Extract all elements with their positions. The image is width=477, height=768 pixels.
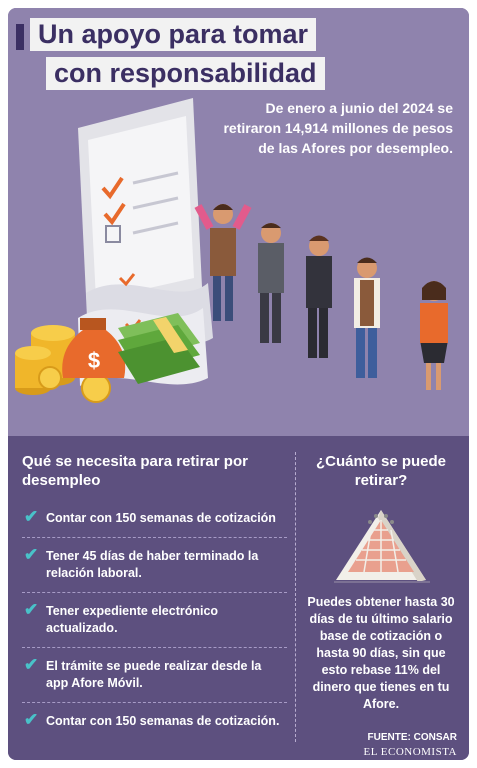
amount-text: Puedes obtener hasta 30 días de tu últim… (307, 595, 455, 711)
source-credit: FUENTE: CONSAR (367, 732, 457, 743)
requirements-title: Qué se necesita para retirar por desempl… (22, 453, 248, 489)
check-icon: ✔ (24, 655, 39, 674)
requirements-section: Qué se necesita para retirar por desempl… (22, 452, 287, 740)
requirement-item: ✔ Contar con 150 semanas de cotización (22, 500, 287, 538)
top-section: Un apoyo para tomar con responsabilidad … (8, 8, 469, 436)
bottom-section: Qué se necesita para retirar por desempl… (8, 436, 469, 760)
requirement-text: Tener 45 días de haber terminado la rela… (46, 549, 259, 580)
requirement-item: ✔ El trámite se puede realizar desde la … (22, 648, 287, 703)
amount-title: ¿Cuánto se puede retirar? (315, 453, 446, 489)
requirement-text: El trámite se puede realizar desde la ap… (46, 659, 262, 690)
requirement-text: Contar con 150 semanas de cotización. (46, 714, 280, 728)
requirement-item: ✔ Contar con 150 semanas de cotización. (22, 703, 287, 740)
check-icon: ✔ (24, 545, 39, 564)
title-line-1: Un apoyo para tomar (30, 18, 317, 51)
queue-of-people-icon (258, 223, 448, 390)
banknote-bundle-icon (118, 313, 200, 384)
title-line-2: con responsabilidad (46, 57, 325, 90)
check-icon: ✔ (24, 710, 39, 729)
amount-section: ¿Cuánto se puede retirar? (306, 452, 456, 713)
illustration: $ (15, 98, 448, 403)
requirement-text: Tener expediente electrónico actualizado… (46, 604, 219, 635)
requirement-item: ✔ Tener expediente electrónico actualiza… (22, 593, 287, 648)
page-title: Un apoyo para tomar con responsabilidad (30, 18, 325, 96)
brand-logo: EL ECONOMISTA (363, 746, 457, 758)
check-icon: ✔ (24, 507, 39, 526)
desk-calendar-icon (334, 510, 430, 583)
check-icon: ✔ (24, 600, 39, 619)
requirement-text: Contar con 150 semanas de cotización (46, 511, 276, 525)
worried-person-icon (194, 204, 252, 321)
intro-text: De enero a junio del 2024 se retiraron 1… (223, 100, 453, 156)
title-accent-bar (16, 24, 24, 50)
infographic: Un apoyo para tomar con responsabilidad … (8, 8, 469, 760)
requirement-item: ✔ Tener 45 días de haber terminado la re… (22, 538, 287, 593)
svg-text:$: $ (88, 348, 100, 373)
column-divider (295, 452, 297, 742)
money-bag-icon: $ (62, 318, 126, 378)
